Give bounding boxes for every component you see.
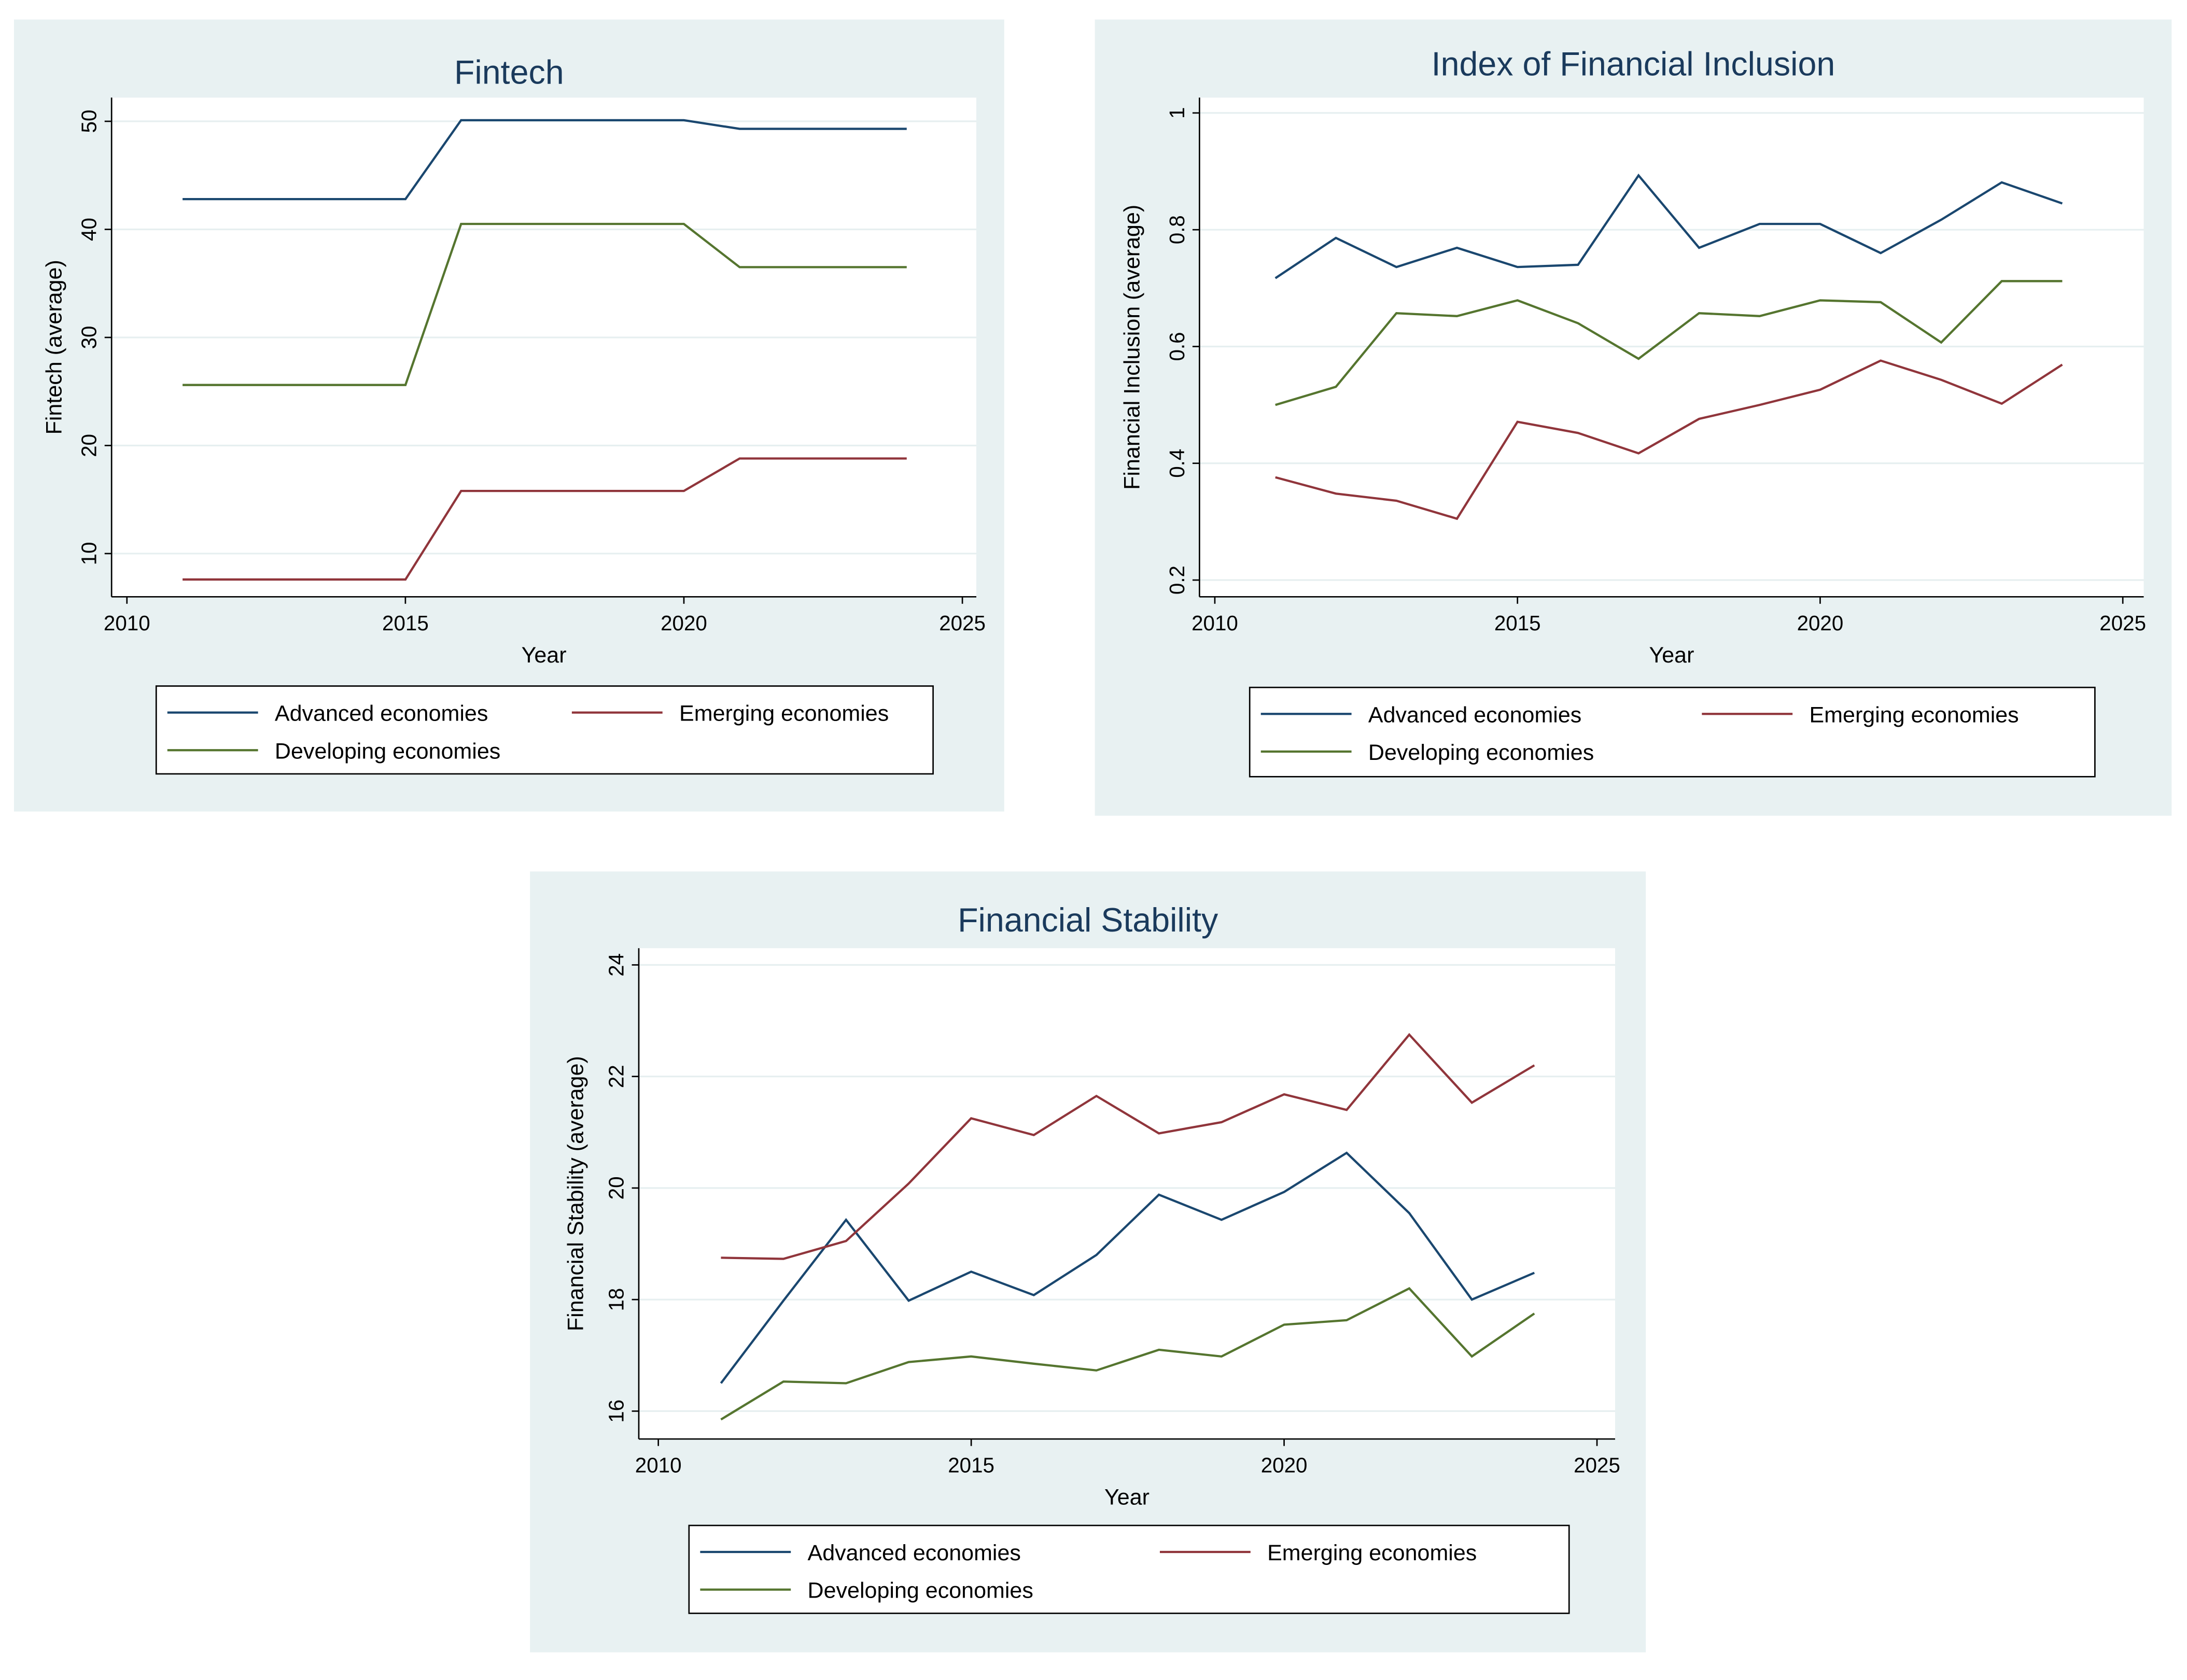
y-axis-title: Financial Inclusion (average) (1120, 205, 1145, 490)
y-tick-label: 1 (1165, 107, 1189, 119)
x-tick-label: 2010 (1191, 611, 1238, 635)
legend-label-emerging: Emerging economies (1809, 702, 2018, 727)
legend-label-emerging: Emerging economies (679, 701, 889, 726)
chart-title: Fintech (454, 53, 564, 91)
x-tick-label: 2015 (948, 1453, 994, 1477)
y-tick-label: 24 (604, 953, 628, 977)
legend: Advanced economies Emerging economies Deve… (688, 1524, 1570, 1614)
y-tick-label: 0.6 (1165, 332, 1189, 361)
chart-title: Index of Financial Inclusion (1432, 45, 1835, 82)
y-tick-label: 30 (77, 326, 101, 349)
series-line-emerging (721, 1033, 1535, 1260)
series-line-emerging (183, 457, 907, 581)
legend: Advanced economies Emerging economies Deve… (1249, 686, 2096, 778)
x-tick-label: 2015 (1494, 611, 1541, 635)
series-line-developing (1275, 280, 2063, 406)
series-line-advanced (183, 119, 907, 201)
y-tick-label: 16 (604, 1400, 628, 1423)
x-tick-label: 2025 (1574, 1453, 1620, 1477)
x-tick-label: 2010 (104, 611, 150, 635)
series-line-advanced (720, 1151, 1535, 1384)
legend-box (688, 1524, 1570, 1614)
legend-label-developing: Developing economies (275, 739, 500, 764)
chart-panel-1: 10 20 30 40 50 2010 2015 2020 2025 Year Fintech (a… (13, 19, 1004, 812)
chart-title: Financial Stability (958, 901, 1218, 939)
x-axis-title: Year (1649, 643, 1694, 668)
y-axis-title: Fintech (average) (41, 260, 66, 434)
legend-box (155, 685, 934, 775)
x-tick-label: 2020 (1797, 611, 1844, 635)
chart-panel-2: 0.2 0.4 0.6 0.8 1 2010 2015 2020 2025 Year Financi… (1095, 19, 2172, 816)
x-tick-label: 2020 (661, 611, 707, 635)
x-tick-label: 2025 (939, 611, 986, 635)
x-axis-title: Year (1104, 1485, 1149, 1510)
y-tick-label: 20 (604, 1176, 628, 1199)
plot-area (111, 97, 977, 597)
y-tick-label: 0.4 (1165, 449, 1189, 478)
x-tick-label: 2025 (2099, 611, 2146, 635)
legend-label-developing: Developing economies (808, 1578, 1033, 1603)
y-tick-label: 0.2 (1165, 566, 1189, 595)
y-tick-label: 40 (77, 218, 101, 241)
series-line-developing (720, 1287, 1535, 1421)
y-tick-label: 20 (77, 434, 101, 457)
y-tick-label: 18 (604, 1288, 628, 1311)
legend-label-advanced: Advanced economies (275, 701, 488, 726)
x-tick-label: 2010 (635, 1453, 682, 1477)
x-axis-title: Year (522, 643, 567, 668)
legend-label-advanced: Advanced economies (1368, 702, 1581, 727)
series-line-emerging (1275, 359, 2063, 520)
legend-label-developing: Developing economies (1368, 740, 1594, 765)
y-axis-title: Financial Stability (average) (563, 1056, 588, 1331)
y-tick-label: 22 (604, 1065, 628, 1088)
legend-label-advanced: Advanced economies (808, 1541, 1021, 1565)
series-line-advanced (1274, 173, 2063, 279)
plot-area (639, 948, 1616, 1439)
chart-panel-3: 16 18 20 22 24 2010 2015 2020 2025 Year Financial … (530, 871, 1646, 1653)
x-tick-label: 2020 (1261, 1453, 1308, 1477)
y-tick-label: 50 (77, 110, 101, 133)
y-tick-label: 10 (77, 542, 101, 565)
x-tick-label: 2015 (382, 611, 429, 635)
series-line-developing (183, 222, 907, 386)
legend: Advanced economies Emerging economies Deve… (155, 685, 934, 775)
legend-label-emerging: Emerging economies (1267, 1541, 1477, 1565)
y-tick-label: 0.8 (1165, 215, 1189, 244)
legend-box (1249, 686, 2096, 778)
